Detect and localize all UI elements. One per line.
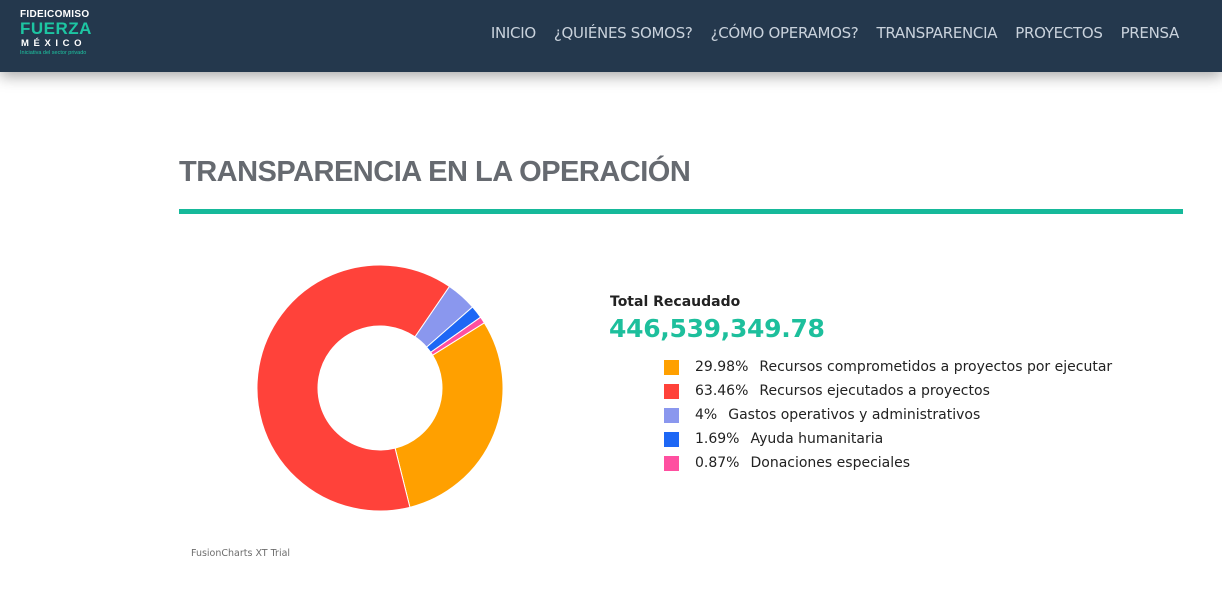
legend-swatch [664, 455, 679, 471]
legend-item[interactable]: 29.98% Recursos comprometidos a proyectos… [664, 355, 1112, 379]
nav-link-inicio[interactable]: INICIO [490, 24, 536, 42]
legend-item[interactable]: 4% Gastos operativos y administrativos [664, 403, 1112, 427]
logo-text-fuerza: FUERZA [20, 19, 92, 38]
legend-percentage: 0.87% [695, 455, 740, 471]
legend-label: Donaciones especiales [750, 455, 911, 471]
legend-percentage: 4% [695, 407, 718, 423]
legend-swatch [664, 431, 679, 447]
total-value: 446,539,349.78 [609, 314, 825, 343]
top-navigation-bar: FIDEICOMISO FUERZA MÉXICO Iniciativa del… [0, 0, 1222, 72]
chart-legend: 29.98% Recursos comprometidos a proyectos… [664, 355, 1112, 475]
legend-label: Recursos ejecutados a proyectos [759, 383, 990, 399]
logo-text-mexico: MÉXICO [21, 38, 87, 49]
legend-label: Recursos comprometidos a proyectos por e… [759, 359, 1113, 375]
legend-label: Ayuda humanitaria [750, 431, 884, 447]
page-title: TRANSPARENCIA EN LA OPERACIÓN [179, 156, 691, 188]
legend-label: Gastos operativos y administrativos [728, 407, 981, 423]
donut-slice-1[interactable] [394, 322, 504, 508]
legend-percentage: 1.69% [695, 431, 740, 447]
legend-swatch [664, 407, 679, 423]
legend-swatch [664, 383, 679, 399]
legend-percentage: 29.98% [695, 359, 749, 375]
nav-link-como-operamos[interactable]: ¿CÓMO OPERAMOS? [710, 24, 859, 42]
legend-item[interactable]: 63.46% Recursos ejecutados a proyectos [664, 379, 1112, 403]
legend-swatch [664, 359, 679, 375]
legend-item[interactable]: 0.87% Donaciones especiales [664, 451, 1112, 475]
donut-slice-5[interactable] [430, 316, 485, 356]
title-divider [179, 209, 1183, 214]
logo-text-fideicomiso: FIDEICOMISO [20, 9, 90, 20]
nav-link-quienes-somos[interactable]: ¿QUIÉNES SOMOS? [553, 24, 693, 42]
nav-link-prensa[interactable]: PRENSA [1120, 24, 1180, 42]
fuerza-mexico-logo[interactable]: FIDEICOMISO FUERZA MÉXICO Iniciativa del… [20, 9, 110, 61]
nav-link-proyectos[interactable]: PROYECTOS [1015, 24, 1103, 42]
main-nav: INICIO ¿QUIÉNES SOMOS? ¿CÓMO OPERAMOS? T… [491, 24, 1179, 42]
chart-credit[interactable]: FusionCharts XT Trial [191, 548, 291, 559]
legend-item[interactable]: 1.69% Ayuda humanitaria [664, 427, 1112, 451]
donut-slice-2[interactable] [256, 264, 451, 512]
logo-tagline: Iniciativa del sector privado [20, 50, 87, 56]
donut-chart[interactable] [230, 240, 530, 540]
legend-percentage: 63.46% [695, 383, 749, 399]
total-label: Total Recaudado [610, 294, 741, 310]
nav-link-transparencia[interactable]: TRANSPARENCIA [876, 24, 998, 42]
